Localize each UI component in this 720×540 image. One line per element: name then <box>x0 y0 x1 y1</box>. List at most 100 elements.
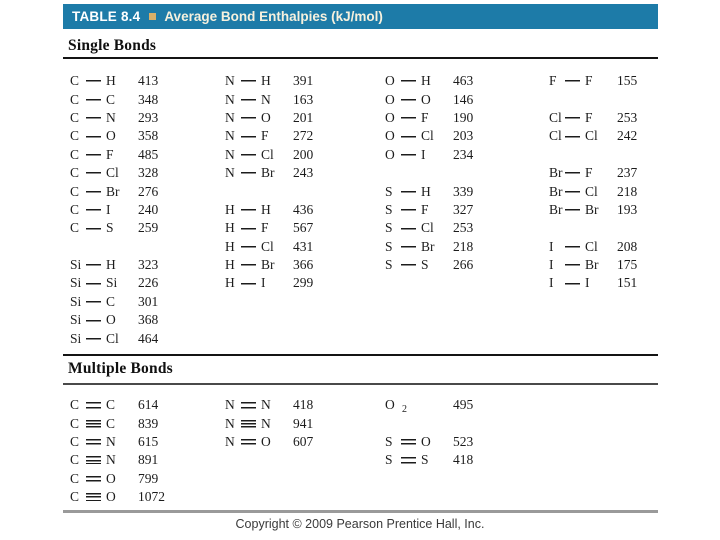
bond-row: F F 155 <box>549 72 637 90</box>
single-bond-icon <box>241 279 256 288</box>
bond-row: O 2 495 <box>385 396 474 416</box>
bond-row-spacer <box>225 182 313 200</box>
single-bond-icon <box>241 132 256 141</box>
bond-formula: Cl Cl <box>549 128 598 144</box>
bond-value: 218 <box>453 238 474 254</box>
bond-row: Si H 323 <box>70 256 158 274</box>
bond-value: 240 <box>138 201 159 217</box>
bond-formula: H Cl <box>225 238 274 254</box>
bond-value: 203 <box>453 128 474 144</box>
bullet-square-icon <box>149 13 157 20</box>
single-bond-icon <box>401 187 416 196</box>
bond-row-spacer <box>549 293 637 311</box>
bond-value: 891 <box>138 452 159 468</box>
single-bond-icon <box>241 113 256 122</box>
bond-value: 485 <box>138 146 159 162</box>
single-bond-icon <box>86 334 101 343</box>
bond-value: 431 <box>293 238 314 254</box>
bond-row: C F 485 <box>70 146 158 164</box>
single-bond-icon <box>241 224 256 233</box>
triple-bond-icon <box>86 419 101 428</box>
bond-row: C I 240 <box>70 201 158 219</box>
double-bond-icon <box>241 401 256 410</box>
bond-value: 301 <box>138 293 159 309</box>
bond-value: 323 <box>138 257 159 273</box>
bond-formula: Br F <box>549 165 593 181</box>
bond-value: 607 <box>293 433 314 449</box>
bond-row-spacer <box>385 329 473 347</box>
single-bond-icon <box>401 261 416 270</box>
bond-value: 799 <box>138 470 159 486</box>
bond-value: 234 <box>453 146 474 162</box>
single-bond-icon <box>401 205 416 214</box>
bond-row: S Br 218 <box>385 238 473 256</box>
bond-formula: Si H <box>70 257 116 273</box>
bond-column: N H 391 N N 163 N O 201 N F 272 N Cl 200 N Br 243 H H 436 H F 5… <box>225 72 313 348</box>
bond-formula: N Br <box>225 165 275 181</box>
bond-row: C H 413 <box>70 72 158 90</box>
bond-row: S H 339 <box>385 182 473 200</box>
bottom-rule <box>63 510 658 513</box>
bond-value: 242 <box>617 128 638 144</box>
bond-value: 366 <box>293 257 314 273</box>
bond-value: 163 <box>293 91 314 107</box>
bond-column: N N 418 N N 941 N O 607 <box>225 396 313 506</box>
single-bond-icon <box>86 113 101 122</box>
bond-value: 253 <box>617 109 638 125</box>
bond-row-spacer <box>225 329 313 347</box>
copyright-text: Copyright © 2009 Pearson Prentice Hall, … <box>235 517 485 531</box>
single-bond-icon <box>86 279 101 288</box>
bond-value: 391 <box>293 73 314 89</box>
bond-row: N F 272 <box>225 127 313 145</box>
bond-formula: I Br <box>549 257 599 273</box>
bond-row-spacer <box>549 329 637 347</box>
bond-row-spacer <box>225 451 313 469</box>
single-bond-icon <box>565 187 580 196</box>
bond-row-spacer <box>70 238 158 256</box>
bond-row: N Cl 200 <box>225 146 313 164</box>
bond-row-spacer <box>385 414 473 432</box>
bond-row: H Cl 431 <box>225 238 313 256</box>
bond-value: 463 <box>453 73 474 89</box>
single-bond-icon <box>86 77 101 86</box>
bond-row-spacer <box>549 90 637 108</box>
bond-row: N N 418 <box>225 396 313 414</box>
bond-value: 299 <box>293 275 314 291</box>
bond-row: Cl F 253 <box>549 109 637 127</box>
bond-row-spacer <box>385 311 473 329</box>
bond-formula: N Cl <box>225 146 274 162</box>
bond-row: S Cl 253 <box>385 219 473 237</box>
bond-value: 175 <box>617 257 638 273</box>
single-bond-icon <box>401 77 416 86</box>
bond-column: O 2 495 S O 523 S S 418 <box>385 396 473 506</box>
bond-row: Br F 237 <box>549 164 637 182</box>
bond-value: 941 <box>293 415 314 431</box>
single-bond-icon <box>401 150 416 159</box>
bond-row: S F 327 <box>385 201 473 219</box>
bond-value: 495 <box>453 397 474 413</box>
bond-row-spacer <box>385 488 473 506</box>
bond-value: 208 <box>617 238 638 254</box>
bond-row-spacer <box>225 293 313 311</box>
bond-row: C N 615 <box>70 433 165 451</box>
single-bond-icon <box>401 95 416 104</box>
bond-value: 193 <box>617 201 638 217</box>
bond-value: 328 <box>138 165 159 181</box>
bond-row-spacer <box>225 470 313 488</box>
bond-value: 1072 <box>138 489 165 505</box>
bond-value: 339 <box>453 183 474 199</box>
bond-row-spacer <box>549 146 637 164</box>
single-bond-icon <box>86 261 101 270</box>
bond-column: O H 463 O O 146 O F 190 O Cl 203 O I 234 S H 339 S F 327 S Cl 2… <box>385 72 473 348</box>
single-bonds-grid: C H 413 C C 348 C N 293 C O 358 C F 485 C Cl 328 C Br 276 C I 2… <box>63 72 658 350</box>
